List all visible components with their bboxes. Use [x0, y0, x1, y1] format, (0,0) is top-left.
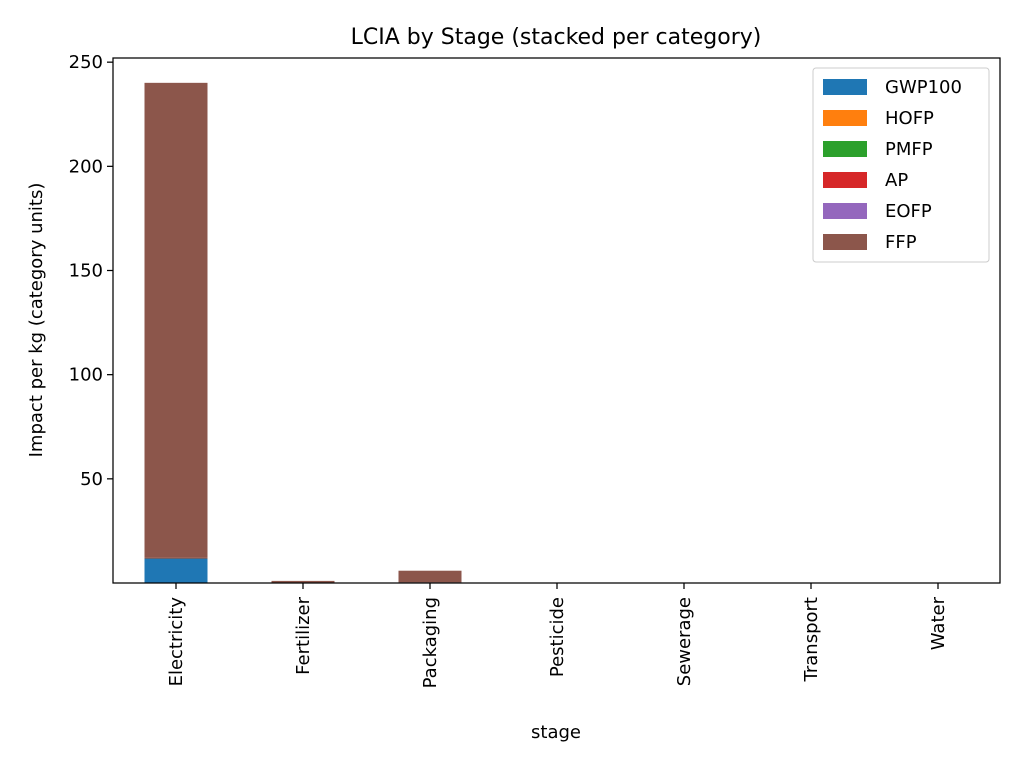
y-axis-label: Impact per kg (category units) — [26, 183, 47, 458]
x-tick-label-sewerage: Sewerage — [674, 597, 695, 686]
x-tick-label-packaging: Packaging — [420, 597, 441, 688]
x-axis-ticks: Electricity Fertilizer Packaging Pesticide S… — [166, 583, 949, 688]
chart-title: LCIA by Stage (stacked per category) — [351, 25, 762, 50]
plot-frame — [112, 57, 1001, 584]
x-tick-label-fertilizer: Fertilizer — [293, 596, 314, 674]
legend-label-ffp: FFP — [885, 232, 917, 253]
bar-ffp-packaging — [398, 570, 462, 583]
legend-label-gwp100: GWP100 — [885, 77, 962, 98]
x-tick-label-pesticide: Pesticide — [547, 597, 568, 677]
y-tick-label: 50 — [80, 469, 103, 490]
x-tick-label-transport: Transport — [801, 597, 822, 682]
legend-label-pmfp: PMFP — [885, 139, 933, 160]
y-tick-label: 200 — [69, 156, 103, 177]
y-tick-label: 150 — [69, 261, 103, 282]
y-tick-label: 250 — [69, 52, 103, 73]
x-tick-label-water: Water — [928, 596, 949, 650]
x-tick-label-electricity: Electricity — [166, 597, 187, 687]
x-axis-label: stage — [531, 722, 581, 743]
legend-swatch-ffp — [823, 234, 867, 250]
legend-label-eofp: EOFP — [885, 201, 932, 222]
bars-layer — [144, 82, 970, 584]
legend-swatch-ap — [823, 172, 867, 188]
bar-gwp100-electricity — [144, 558, 208, 583]
legend-swatch-pmfp — [823, 141, 867, 157]
y-tick-label: 100 — [69, 365, 103, 386]
legend-swatch-hofp — [823, 110, 867, 126]
legend-swatch-eofp — [823, 203, 867, 219]
y-axis-ticks: 50 100 150 200 250 — [69, 52, 113, 490]
legend-label-hofp: HOFP — [885, 108, 934, 129]
legend-label-ap: AP — [885, 170, 908, 191]
legend-swatch-gwp100 — [823, 79, 867, 95]
bar-ffp-fertilizer — [271, 580, 335, 583]
legend: GWP100 HOFP PMFP AP EOFP FFP — [812, 67, 990, 263]
bar-ap-electricity — [144, 557, 208, 559]
bar-ffp-electricity — [144, 82, 208, 558]
